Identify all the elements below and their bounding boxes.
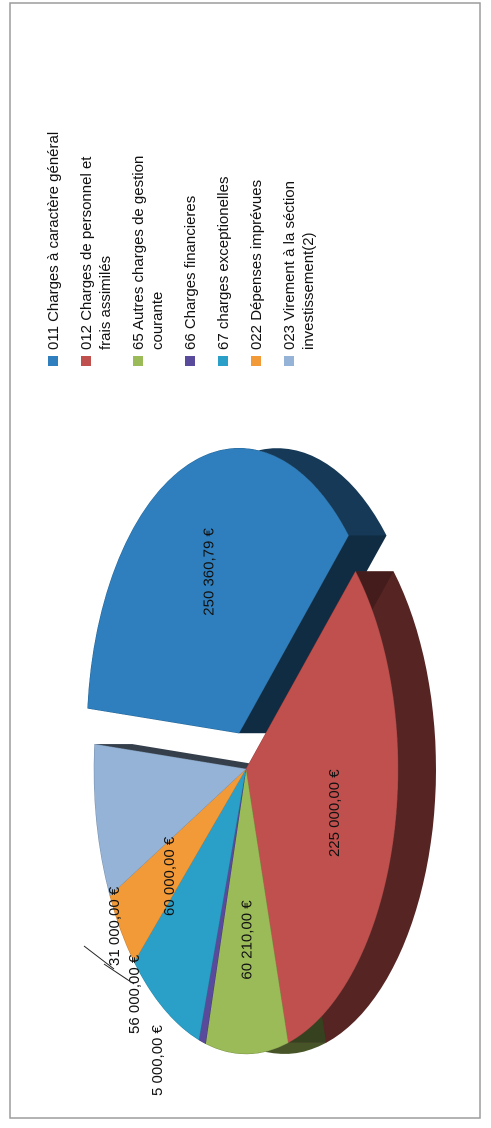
legend-swatch <box>48 356 58 366</box>
legend-label: 66 Charges financieres <box>182 196 199 350</box>
legend-item-67-charges-exceptionelles: 67 charges exceptionelles <box>215 177 232 366</box>
legend-label: 65 Autres charges de gestion courante <box>130 156 166 350</box>
legend-item-012-charges-de-personnel-et-frais-assimiles: 012 Charges de personnel et frais assimil… <box>78 156 114 366</box>
data-label-66-charges-financieres: 5 000,00 € <box>149 1024 166 1096</box>
data-label-65-autres-charges-de-gestion-courante: 60 210,00 € <box>239 900 256 980</box>
legend: 011 Charges à caractère général 012 Charg… <box>45 132 317 366</box>
pie-slice-65-autres-charges-de-gestion-courante <box>205 768 289 1055</box>
pie-slice-wall-023-virement-a-la-section-investissement-2-1 <box>94 744 284 769</box>
pie-layer <box>87 447 436 1055</box>
legend-swatch <box>133 356 143 366</box>
legend-item-65-autres-charges-de-gestion-courante: 65 Autres charges de gestion courante <box>130 156 166 366</box>
data-label-022-depenses-imprevues: 31 000,00 € <box>106 886 123 966</box>
leader-line-022 <box>83 945 115 970</box>
legend-swatch <box>218 356 228 366</box>
data-label-023-virement-a-la-section-investissement-2: 60 000,00 € <box>161 836 178 916</box>
legend-swatch <box>284 356 294 366</box>
pie-slice-023-virement-a-la-section-investissement-2 <box>93 743 247 897</box>
data-label-012-charges-de-personnel-et-frais-assimiles: 225 000,00 € <box>326 769 343 857</box>
legend-item-66-charges-financieres: 66 Charges financieres <box>182 196 199 366</box>
legend-label: 67 charges exceptionelles <box>215 177 232 350</box>
legend-label: 011 Charges à caractère général <box>45 132 62 350</box>
legend-item-011-charges-a-caractere-general: 011 Charges à caractère général <box>45 132 62 366</box>
pie-slice-011-charges-a-caractere-general <box>87 447 349 734</box>
legend-label: 012 Charges de personnel et frais assimil… <box>78 156 114 350</box>
data-label-011-charges-a-caractere-general: 250 360,79 € <box>201 527 218 615</box>
pie-slice-67-charges-exceptionelles <box>133 768 247 1041</box>
legend-swatch <box>251 356 261 366</box>
legend-item-022-depenses-imprevues: 022 Dépenses imprévues <box>248 180 265 366</box>
legend-swatch <box>81 356 91 366</box>
rotated-chart-area: 250 360,79 € 225 000,00 € 60 210,00 € 5 000… <box>45 132 436 1096</box>
legend-label: 023 Virement à la séction investissement(… <box>281 181 317 350</box>
data-label-67-charges-exceptionelles: 56 000,00 € <box>126 954 143 1034</box>
pie-slice-side-012-charges-de-personnel-et-frais-assimiles <box>288 571 436 1043</box>
legend-swatch <box>185 356 195 366</box>
pie-slice-012-charges-de-personnel-et-frais-assimiles <box>245 570 399 1044</box>
legend-item-023-virement-a-la-section-investissement-2: 023 Virement à la séction investissement(… <box>281 181 317 366</box>
data-labels: 250 360,79 € 225 000,00 € 60 210,00 € 5 000… <box>83 527 343 1096</box>
legend-label: 022 Dépenses imprévues <box>248 180 265 350</box>
leader-line-67 <box>103 963 135 985</box>
